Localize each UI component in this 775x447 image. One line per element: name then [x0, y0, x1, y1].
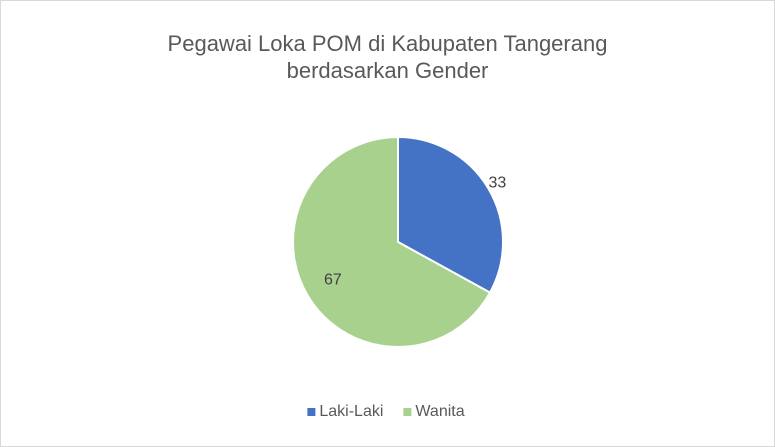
legend-swatch [307, 408, 316, 416]
legend-label: Laki-Laki [319, 403, 383, 420]
legend-swatch [403, 408, 412, 416]
data-label: 33 [489, 174, 507, 191]
pie-slice [292, 135, 492, 348]
data-label: 67 [324, 272, 342, 289]
chart-title: Pegawai Loka POM di Kabupaten Tangerang … [167, 31, 608, 83]
legend-label: Wanita [415, 403, 464, 420]
pie-slice [397, 135, 504, 294]
